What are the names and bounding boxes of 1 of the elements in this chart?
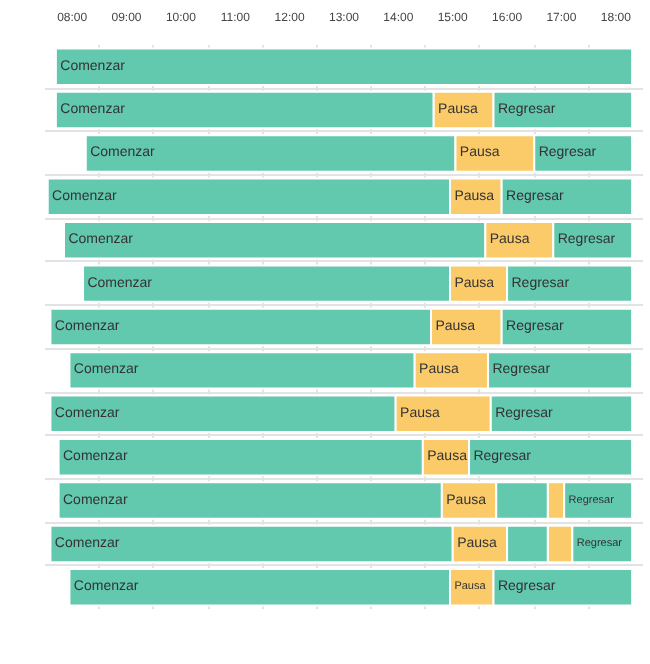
bar (54, 47, 634, 86)
